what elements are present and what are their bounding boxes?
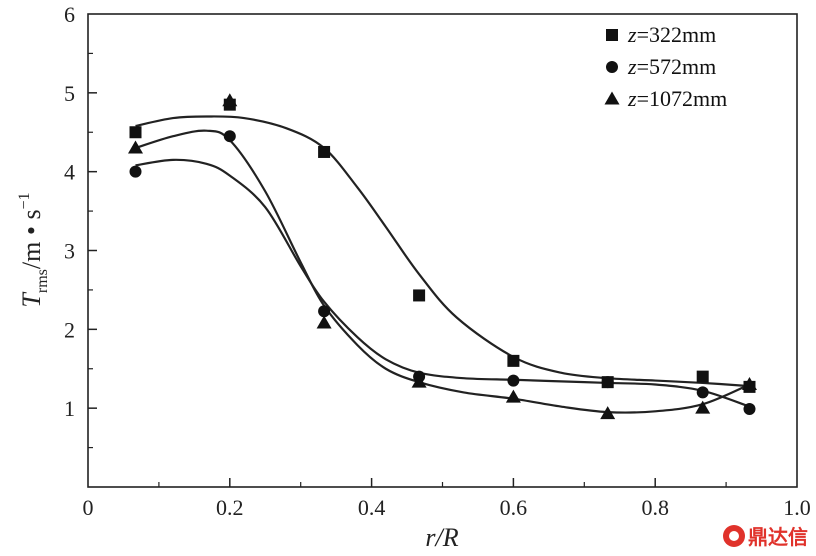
data-point-circle — [129, 165, 142, 178]
data-points — [128, 93, 757, 420]
data-point-circle — [223, 130, 236, 143]
x-tick-label: 0.8 — [641, 495, 669, 520]
data-point-triangle — [695, 400, 711, 414]
legend-marker-square — [606, 29, 618, 41]
watermark: 鼎达信 — [723, 521, 808, 550]
data-point-square — [129, 126, 142, 139]
legend-label-value: =1072mm — [637, 86, 728, 111]
data-point-square — [413, 289, 426, 302]
y-tick-label: 1 — [64, 396, 75, 421]
svg-text:Trms/m • s−1: Trms/m • s−1 — [16, 192, 51, 307]
data-point-circle — [507, 374, 520, 387]
legend-label-value: =322mm — [637, 22, 717, 47]
data-point-square — [696, 370, 709, 383]
legend-label-value: =572mm — [637, 54, 717, 79]
y-axis-unit: /m • s — [17, 209, 46, 269]
data-point-circle — [743, 402, 756, 415]
data-point-triangle — [741, 377, 757, 391]
plot-frame — [87, 13, 798, 488]
y-tick-label: 2 — [64, 317, 75, 342]
y-axis-superscript: −1 — [16, 192, 33, 209]
y-tick-label: 3 — [64, 239, 75, 264]
x-tick-label: 1.0 — [783, 495, 811, 520]
data-point-circle — [601, 376, 614, 389]
data-point-triangle — [316, 315, 332, 329]
fit-curve-square — [135, 115, 750, 388]
legend-label: z=572mm — [627, 54, 716, 79]
legend-label: z=1072mm — [627, 86, 727, 111]
data-point-triangle — [222, 93, 238, 107]
y-axis-subscript: rms — [34, 269, 51, 293]
x-tick-label: 0.2 — [216, 495, 244, 520]
fit-curve-triangle — [135, 129, 750, 414]
legend-label: z=322mm — [627, 22, 716, 47]
legend-marker-circle — [606, 61, 618, 73]
watermark-seal-icon — [723, 524, 745, 547]
watermark-text: 鼎达信 — [748, 525, 808, 549]
y-tick-label: 5 — [64, 81, 75, 106]
data-point-circle — [318, 305, 331, 318]
data-point-circle — [696, 386, 709, 399]
y-axis-title: Trms/m • s−1 — [16, 192, 51, 307]
x-tick-label: 0.4 — [358, 495, 386, 520]
legend-label-variable: z — [627, 22, 637, 47]
x-tick-label: 0.6 — [500, 495, 528, 520]
y-axis-symbol: T — [17, 292, 46, 308]
legend-label-variable: z — [627, 86, 637, 111]
axis-ticks — [88, 52, 727, 487]
x-axis-title: r/R — [425, 523, 458, 552]
legend-marker-triangle — [604, 91, 620, 105]
y-tick-label: 4 — [64, 160, 75, 185]
data-point-triangle — [505, 389, 521, 403]
x-tick-label: 0 — [83, 495, 94, 520]
data-point-triangle — [411, 374, 427, 388]
y-tick-label: 6 — [64, 2, 75, 27]
data-point-triangle — [600, 406, 616, 420]
data-point-square — [507, 354, 520, 367]
fit-curves — [135, 115, 750, 414]
legend-label-variable: z — [627, 54, 637, 79]
fit-curve-circle — [135, 158, 750, 408]
data-point-triangle — [128, 140, 144, 154]
tick-labels: 0 0.2 0.4 0.6 0.8 1.0 1 2 3 4 5 6 — [64, 2, 811, 520]
data-point-square — [318, 145, 331, 158]
